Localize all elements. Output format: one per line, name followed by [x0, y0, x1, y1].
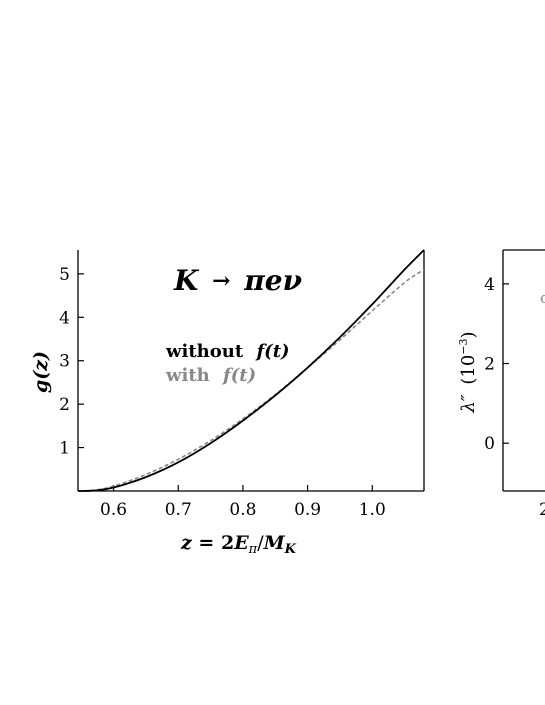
left-y-tick-label: 4: [59, 308, 70, 328]
left-y-axis-label: g(z): [30, 351, 52, 393]
xlabel-e: E: [233, 532, 249, 554]
left-x-tick-label: 1.0: [359, 500, 386, 520]
legend-without-text: without: [165, 341, 244, 362]
xlabel-pi-sub: π: [248, 542, 258, 557]
legend-without: without f(t): [165, 341, 290, 362]
ylabel-unit-open: (10: [458, 355, 479, 385]
ylabel-unit-exp: −3: [457, 339, 470, 355]
right-partial-mark: c: [540, 289, 545, 307]
left-x-ticks: 0.6 0.7 0.8 0.9 1.0: [100, 485, 386, 520]
legend-with: with f(t): [165, 365, 256, 386]
ylabel-z: (z): [30, 351, 52, 380]
left-x-tick-label: 0.9: [294, 500, 321, 520]
xlabel-two: 2: [221, 532, 234, 554]
left-y-tick-label: 1: [59, 439, 70, 459]
xlabel-z: z: [180, 532, 193, 554]
right-y-ticks: 0 2 4: [484, 275, 509, 454]
right-y-tick-label: 4: [484, 275, 495, 295]
xlabel-eq: =: [192, 532, 221, 554]
legend-with-math: f(t): [221, 365, 256, 386]
left-x-axis-label: z = 2Eπ/MK: [180, 532, 297, 557]
xlabel-m: M: [263, 532, 286, 554]
chart-title: K → πeν: [173, 262, 302, 297]
series-line-with-f: [77, 268, 425, 492]
right-y-tick-label: 0: [484, 434, 495, 454]
ylabel-lambda: λ″: [458, 394, 479, 413]
ylabel-g: g: [30, 380, 52, 393]
left-y-tick-label: 3: [59, 352, 70, 372]
left-chart-panel: 0.6 0.7 0.8 0.9 1.0 1 2 3 4 5 K → πeν without f(…: [30, 249, 425, 557]
legend-without-math: f(t): [254, 341, 289, 362]
xlabel-k-sub: K: [284, 542, 297, 557]
right-chart-panel: 0 2 4 2 c λ″ (10−3): [457, 249, 545, 520]
xlabel-slash: /: [257, 532, 264, 554]
right-y-tick-label: 2: [484, 355, 495, 375]
left-y-tick-label: 2: [59, 395, 70, 415]
series-line-without-f: [77, 249, 425, 492]
legend-with-text: with: [165, 365, 210, 386]
left-x-tick-label: 0.6: [100, 500, 127, 520]
left-y-ticks: 1 2 3 4 5: [59, 265, 84, 459]
left-x-tick-label: 0.8: [229, 500, 256, 520]
ylabel-unit-close: ): [458, 331, 479, 338]
right-y-axis-label: λ″ (10−3): [457, 331, 479, 413]
left-x-tick-label: 0.7: [165, 500, 192, 520]
title-rest: πeν: [243, 264, 302, 297]
title-k: K: [173, 264, 200, 297]
left-y-tick-label: 5: [59, 265, 70, 285]
title-arrow: →: [212, 268, 230, 294]
right-x-tick-partial: 2: [539, 500, 545, 520]
